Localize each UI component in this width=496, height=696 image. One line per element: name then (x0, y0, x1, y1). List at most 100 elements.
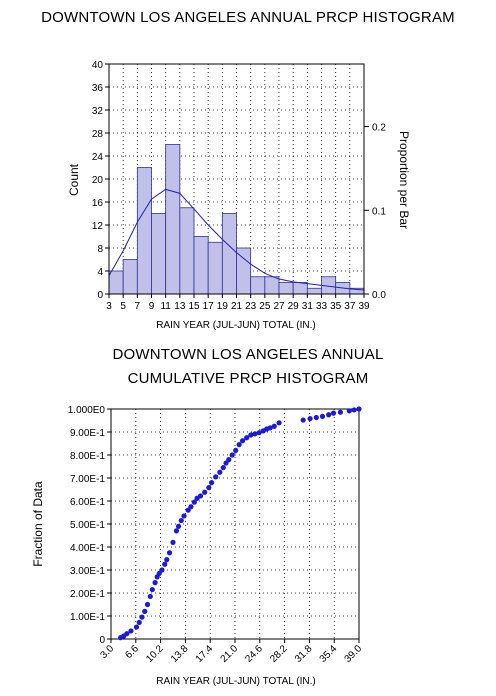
x-tick-label: 24.6 (243, 643, 265, 665)
x-tick-label: 7 (135, 301, 141, 312)
x-tick-label: 31.8 (293, 643, 315, 665)
cumulative-title-line-1: DOWNTOWN LOS ANGELES ANNUAL (112, 346, 384, 363)
data-point (208, 480, 215, 486)
x-tick-label: 39 (358, 301, 370, 312)
data-point (133, 624, 140, 630)
data-point (191, 499, 197, 505)
data-point (319, 413, 326, 419)
data-point (162, 561, 168, 567)
data-point (202, 489, 208, 495)
cumulative-title-line-2: CUMULATIVE PRCP HISTOGRAM (127, 370, 369, 387)
x-tick-label: 21.0 (219, 643, 241, 665)
data-point (178, 517, 184, 524)
data-point (213, 474, 219, 480)
y-tick-label: 12 (92, 221, 104, 232)
data-point (276, 420, 282, 426)
data-point (248, 432, 254, 438)
data-point (236, 442, 242, 448)
y-tick-label: 32 (92, 106, 104, 117)
y-tick-label: 5.00E-1 (70, 520, 105, 531)
x-tick-label: 17 (203, 301, 215, 312)
x-tick-label: 29 (288, 301, 300, 312)
data-point (244, 435, 250, 441)
x-tick-label: 15 (188, 301, 200, 312)
x-tick-label: 17.4 (194, 643, 216, 665)
x-tick-label: 37 (344, 301, 356, 312)
data-point (139, 614, 145, 620)
data-point (346, 408, 352, 414)
data-point (152, 580, 158, 586)
y-tick-label: 9.00E-1 (70, 428, 105, 439)
data-point (271, 423, 277, 429)
data-point (313, 414, 319, 421)
data-point (326, 412, 332, 418)
data-point (181, 513, 187, 519)
data-point (351, 407, 357, 413)
y-tick-label: 6.00E-1 (70, 497, 105, 508)
y-tick-label: 3.00E-1 (70, 566, 105, 577)
x-tick-label: 11 (160, 301, 171, 312)
y-tick-label: 16 (92, 198, 104, 209)
x-tick-label: 35.4 (318, 643, 340, 665)
x-tick-label: 19 (217, 301, 229, 312)
y-tick-label: 4.00E-1 (70, 543, 105, 554)
data-point (142, 608, 148, 615)
x-tick-label: 5 (120, 301, 126, 312)
y-tick-label: 8 (97, 244, 103, 255)
y-tick-label: 40 (92, 60, 104, 71)
data-point (164, 557, 170, 563)
y-axis-label: Count (67, 163, 81, 196)
data-point (136, 619, 142, 626)
data-point (124, 631, 130, 637)
x-tick-label: 25 (259, 301, 271, 312)
data-point (217, 469, 223, 475)
x-tick-label: 28.2 (268, 643, 290, 665)
data-point (159, 567, 165, 573)
x-tick-label: 9 (149, 301, 155, 312)
data-point (252, 431, 258, 437)
x-tick-label: 6.6 (123, 643, 141, 661)
y-tick-label: 24 (92, 152, 104, 163)
x-tick-label: 10.2 (144, 643, 166, 665)
y2-tick-label: 0.1 (372, 206, 386, 217)
y-tick-label: 20 (92, 175, 104, 186)
y-axis-label: Fraction of Data (31, 481, 45, 567)
data-point (149, 586, 155, 593)
data-point (267, 425, 273, 431)
y-tick-label: 2.00E-1 (70, 589, 105, 600)
y2-tick-label: 0.2 (372, 123, 386, 134)
x-axis-label: RAIN YEAR (JUL-JUN) TOTAL (IN.) (156, 320, 315, 331)
data-point (197, 493, 204, 499)
x-tick-label: 33 (316, 301, 328, 312)
y-tick-label: 1.00E-1 (70, 612, 105, 623)
y2-tick-label: 0.0 (372, 290, 386, 301)
y-tick-label: 0 (99, 635, 105, 646)
y-tick-label: 8.00E-1 (70, 451, 105, 462)
y-tick-label: 28 (92, 129, 104, 140)
y-tick-label: 4 (97, 267, 103, 278)
x-tick-label: 27 (273, 301, 285, 312)
data-point (239, 438, 246, 444)
x-axis-label: RAIN YEAR (JUL-JUN) TOTAL (IN.) (156, 676, 315, 687)
x-tick-label: 21 (231, 301, 243, 312)
x-tick-label: 3 (106, 301, 112, 312)
density-curve (108, 188, 365, 291)
data-point (188, 504, 194, 510)
x-tick-label: 31 (302, 301, 314, 312)
y-tick-label: 7.00E-1 (70, 474, 105, 485)
y-tick-label: 0 (97, 290, 103, 301)
data-point (307, 416, 313, 422)
data-point (356, 406, 362, 412)
y-tick-label: 1.000E0 (68, 405, 106, 416)
histogram-title: DOWNTOWN LOS ANGELES ANNUAL PRCP HISTOGR… (41, 9, 455, 26)
x-tick-label: 23 (245, 301, 257, 312)
x-tick-label: 35 (330, 301, 342, 312)
y-tick-label: 36 (92, 83, 104, 94)
data-point (233, 447, 239, 453)
data-point (206, 485, 212, 491)
data-point (128, 628, 134, 634)
data-point (330, 410, 337, 416)
data-point (175, 523, 182, 529)
